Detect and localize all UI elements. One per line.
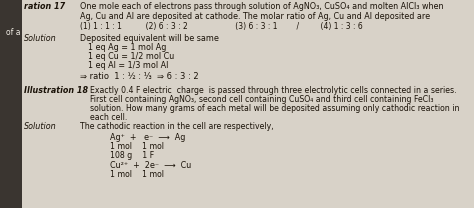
Text: Illustration 18: Illustration 18: [24, 86, 88, 95]
Text: of a: of a: [6, 28, 20, 37]
Text: ration 17: ration 17: [24, 2, 65, 11]
Text: Solution: Solution: [24, 122, 57, 131]
Text: ⇒ ratio  1 : ½ : ⅓  ⇒ 6 : 3 : 2: ⇒ ratio 1 : ½ : ⅓ ⇒ 6 : 3 : 2: [80, 72, 199, 81]
Text: 1 mol    1 mol: 1 mol 1 mol: [110, 170, 164, 179]
Bar: [0, 0, 22, 208]
Text: each cell.: each cell.: [90, 113, 128, 122]
Text: Cu²⁺  +  2e⁻  ⟶  Cu: Cu²⁺ + 2e⁻ ⟶ Cu: [110, 161, 191, 170]
Text: 1 mol    1 mol: 1 mol 1 mol: [110, 142, 164, 151]
Text: (1) 1 : 1 : 1          (2) 6 : 3 : 2                    (3) 6 : 3 : 1        /  : (1) 1 : 1 : 1 (2) 6 : 3 : 2 (3) 6 : 3 : …: [80, 22, 363, 31]
Text: Solution: Solution: [24, 34, 57, 43]
Text: 1 eq Ag = 1 mol Ag: 1 eq Ag = 1 mol Ag: [88, 43, 166, 52]
Text: First cell containing AgNO₃, second cell containing CuSO₄ and third cell contain: First cell containing AgNO₃, second cell…: [90, 95, 434, 104]
Text: 108 g    1 F: 108 g 1 F: [110, 151, 154, 160]
Text: The cathodic reaction in the cell are respectively,: The cathodic reaction in the cell are re…: [80, 122, 273, 131]
Text: Ag, Cu and Al are deposited at cathode. The molar ratio of Ag, Cu and Al deposit: Ag, Cu and Al are deposited at cathode. …: [80, 12, 430, 21]
Text: Deposited equivalent will be same: Deposited equivalent will be same: [80, 34, 219, 43]
Text: 1 eq Cu = 1/2 mol Cu: 1 eq Cu = 1/2 mol Cu: [88, 52, 174, 61]
Text: solution. How many grams of each metal will be deposited assuming only cathodic : solution. How many grams of each metal w…: [90, 104, 459, 113]
Text: One mole each of electrons pass through solution of AgNO₃, CuSO₄ and molten AlCl: One mole each of electrons pass through …: [80, 2, 444, 11]
Text: 1 eq Al = 1/3 mol Al: 1 eq Al = 1/3 mol Al: [88, 61, 168, 70]
Text: Exactly 0.4 F electric  charge  is passed through three electrolytic cells conne: Exactly 0.4 F electric charge is passed …: [90, 86, 456, 95]
Text: Ag⁺  +   e⁻  ⟶  Ag: Ag⁺ + e⁻ ⟶ Ag: [110, 133, 185, 142]
